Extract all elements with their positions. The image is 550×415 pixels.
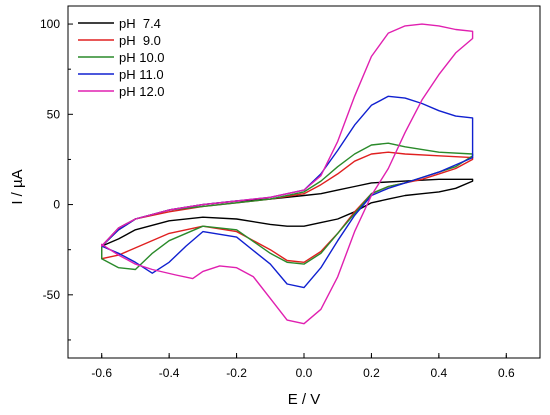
series-line-2 [101, 151, 474, 263]
series-line-1 [101, 178, 474, 247]
x-tick-label: 0.6 [498, 366, 515, 380]
y-axis-ticks: -50 0 50 100 [40, 17, 73, 341]
series-line-3 [101, 142, 474, 271]
y-axis-title: I / µA [9, 169, 26, 204]
x-tick-label: -0.2 [226, 366, 247, 380]
x-tick-label: 0.4 [431, 366, 448, 380]
x-tick-label: 0.2 [363, 366, 380, 380]
y-tick-label: 50 [47, 107, 61, 121]
x-tick-label: -0.6 [91, 366, 112, 380]
x-tick-label: -0.4 [159, 366, 180, 380]
legend-label: pH 9.0 [119, 33, 161, 48]
legend-label: pH 12.0 [119, 84, 165, 99]
y-tick-label: -50 [43, 288, 61, 302]
x-axis-ticks: -0.6 -0.4 -0.2 0.0 0.2 0.4 0.6 [91, 353, 515, 380]
series-line-4 [101, 95, 474, 289]
legend-label: pH 11.0 [119, 67, 164, 82]
x-tick-label: 0.0 [296, 366, 313, 380]
legend: pH 7.4 pH 9.0 pH 10.0 pH 11.0 pH 12.0 [78, 16, 165, 99]
series-line-5 [101, 23, 474, 325]
legend-label: pH 7.4 [119, 16, 161, 31]
y-tick-label: 0 [53, 198, 60, 212]
x-axis-title: E / V [288, 391, 321, 408]
y-tick-label: 100 [40, 17, 60, 31]
legend-label: pH 10.0 [119, 50, 165, 65]
